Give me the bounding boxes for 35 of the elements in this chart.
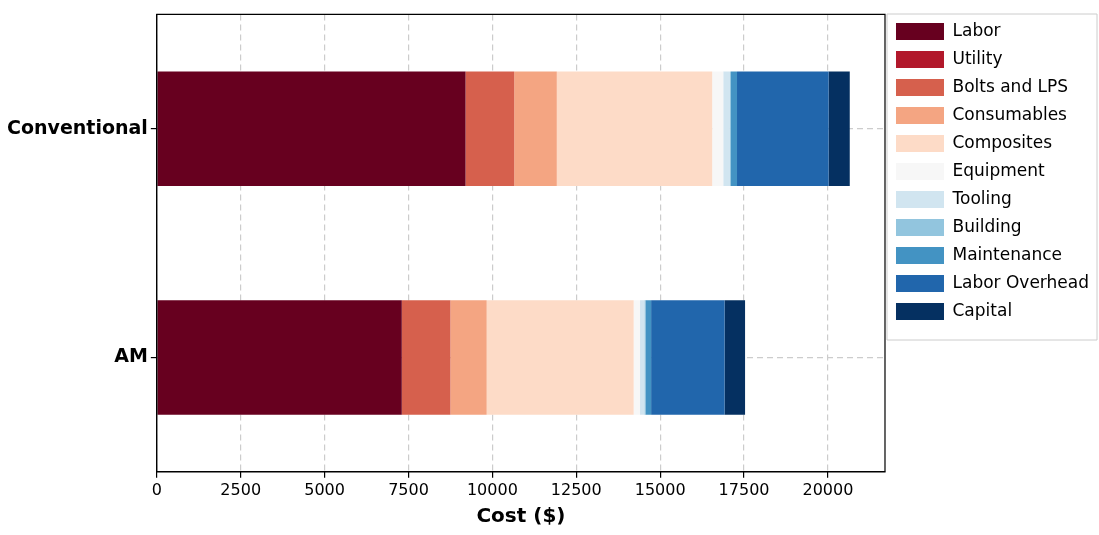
bar [737,71,829,186]
legend-label: Consumables [952,103,1068,124]
legend-label: Maintenance [952,243,1062,264]
x-tick-label: 7500 [388,479,429,499]
bar [157,300,402,415]
x-tick-label: 5000 [304,479,345,499]
bar [401,300,451,415]
bar [157,71,466,186]
legend-label: Tooling [951,187,1012,208]
x-tick-label: 0 [151,479,162,499]
bar [828,71,850,186]
y-tick-label: Conventional [6,115,148,138]
x-tick-label: 17500 [718,479,770,499]
bar [514,71,557,186]
legend-label: Equipment [952,159,1046,180]
x-tick-label: 12500 [550,479,602,499]
bar [730,71,738,186]
x-tick-label: 10000 [466,479,518,499]
bar [724,300,746,415]
legend-label: Capital [952,299,1013,320]
bar [450,300,487,415]
bar [465,71,515,186]
x-tick-label: 20000 [802,479,854,499]
x-axis-title: Cost ($) [476,503,566,528]
legend-label: Bolts and LPS [952,75,1069,96]
legend-label: Composites [952,131,1053,152]
legend-label: Labor Overhead [952,271,1090,292]
x-tick-label: 2500 [220,479,262,499]
legend-label: Utility [952,47,1003,68]
y-tick-label: AM [114,344,148,367]
x-tick-label: 15000 [634,479,686,499]
bar [645,300,652,415]
bar [651,300,725,415]
legend-label: Labor [952,19,1001,40]
legend-label: Building [952,215,1022,236]
